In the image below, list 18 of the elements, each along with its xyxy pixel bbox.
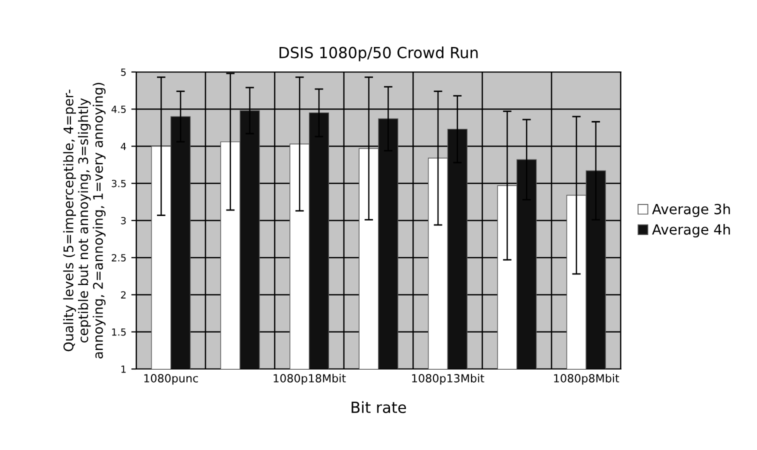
legend-label: Average 4h [652, 224, 730, 238]
legend-label: Average 3h [652, 204, 730, 218]
y-tick-label: 3 [121, 216, 126, 224]
y-tick-label: 2 [121, 291, 126, 298]
y-tick-label: 1 [121, 366, 126, 373]
y-tick-label: 4 [120, 142, 126, 150]
y-tick-label: 5 [121, 68, 126, 76]
y-axis-title: Quality levels (5=imperceptible, 4=per- ceptible but not annoying, 3=slightly annoying, 2=annoying, 1=very annoying) [63, 82, 106, 358]
x-tick-label: 1080p8Mbit [554, 374, 620, 385]
x-tick-label: 1080p18Mbit [274, 374, 346, 385]
x-axis-title: Bit rate [352, 401, 406, 414]
y-tick-label: 2.5 [112, 254, 126, 262]
y-tick-label: 4.5 [112, 106, 126, 113]
y-tick-label: 1.5 [112, 328, 126, 336]
chart-title: DSIS 1080p/50 Crowd Run [280, 46, 478, 62]
y-tick-label: 3.5 [112, 180, 126, 188]
x-tick-label: 1080p13Mbit [412, 374, 484, 385]
x-tick-label: 1080punc [144, 374, 198, 385]
